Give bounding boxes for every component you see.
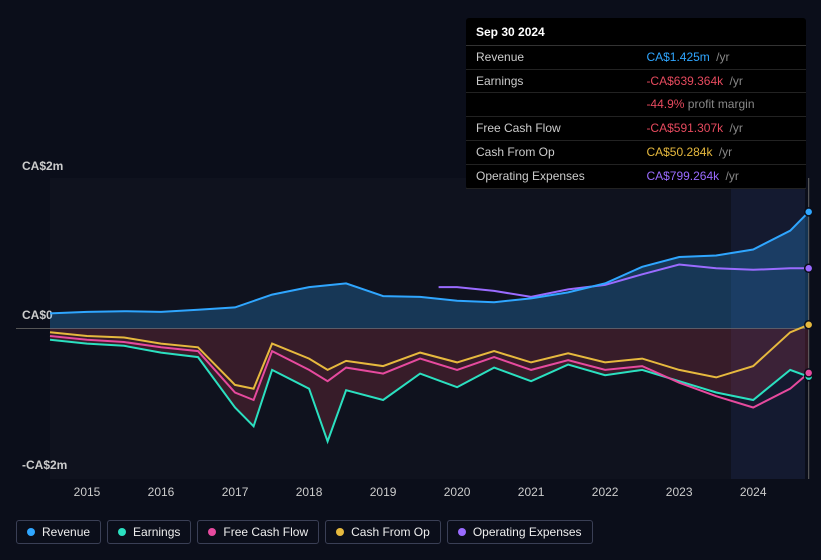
x-axis-tick: 2017: [222, 485, 249, 499]
legend-label: Earnings: [133, 525, 180, 539]
legend-item-free_cash_flow[interactable]: Free Cash Flow: [197, 520, 319, 544]
x-axis-tick: 2018: [296, 485, 323, 499]
legend: Revenue Earnings Free Cash Flow Cash From O…: [16, 520, 805, 544]
tooltip-row: -44.9% profit margin: [466, 93, 806, 117]
legend-item-operating_expenses[interactable]: Operating Expenses: [447, 520, 593, 544]
tooltip-table: RevenueCA$1.425m /yrEarnings-CA$639.364k…: [466, 46, 806, 189]
tooltip-row-label: Operating Expenses: [466, 164, 636, 188]
tooltip-row-label: Earnings: [466, 69, 636, 93]
x-axis-tick: 2021: [518, 485, 545, 499]
tooltip-row-value: -44.9% profit margin: [636, 93, 806, 117]
legend-dot-icon: [208, 528, 216, 536]
x-axis-tick: 2022: [592, 485, 619, 499]
legend-dot-icon: [118, 528, 126, 536]
legend-dot-icon: [27, 528, 35, 536]
tooltip-row-value: CA$1.425m /yr: [636, 46, 806, 69]
legend-label: Free Cash Flow: [223, 525, 308, 539]
tooltip-row-label: Cash From Op: [466, 140, 636, 164]
legend-label: Cash From Op: [351, 525, 430, 539]
legend-dot-icon: [458, 528, 466, 536]
x-axis-tick: 2016: [148, 485, 175, 499]
tooltip-row-label: Revenue: [466, 46, 636, 69]
marker-operating_expenses: [805, 264, 813, 272]
x-axis-tick: 2023: [666, 485, 693, 499]
tooltip-row: Earnings-CA$639.364k /yr: [466, 69, 806, 93]
tooltip-row: Cash From OpCA$50.284k /yr: [466, 140, 806, 164]
tooltip-row: Operating ExpensesCA$799.264k /yr: [466, 164, 806, 188]
tooltip-row-value: CA$799.264k /yr: [636, 164, 806, 188]
tooltip-row-value: -CA$591.307k /yr: [636, 117, 806, 141]
legend-dot-icon: [336, 528, 344, 536]
x-axis-tick: 2020: [444, 485, 471, 499]
legend-label: Revenue: [42, 525, 90, 539]
tooltip-row: RevenueCA$1.425m /yr: [466, 46, 806, 69]
x-axis-tick: 2019: [370, 485, 397, 499]
marker-revenue: [805, 208, 813, 216]
tooltip-panel: Sep 30 2024 RevenueCA$1.425m /yrEarnings…: [466, 18, 806, 189]
tooltip-row-value: -CA$639.364k /yr: [636, 69, 806, 93]
tooltip-row-value: CA$50.284k /yr: [636, 140, 806, 164]
tooltip-row-label: Free Cash Flow: [466, 117, 636, 141]
legend-item-cash_from_op[interactable]: Cash From Op: [325, 520, 441, 544]
tooltip-date: Sep 30 2024: [466, 18, 806, 46]
tooltip-row-label: [466, 93, 636, 117]
legend-label: Operating Expenses: [473, 525, 582, 539]
marker-free_cash_flow: [805, 369, 813, 377]
x-axis-tick: 2024: [740, 485, 767, 499]
x-axis-tick: 2015: [74, 485, 101, 499]
legend-item-revenue[interactable]: Revenue: [16, 520, 101, 544]
legend-item-earnings[interactable]: Earnings: [107, 520, 191, 544]
marker-cash_from_op: [805, 321, 813, 329]
tooltip-row: Free Cash Flow-CA$591.307k /yr: [466, 117, 806, 141]
